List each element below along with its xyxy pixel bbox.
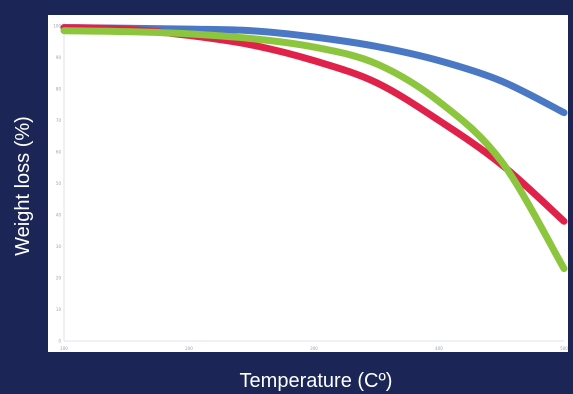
series-line-3 [60,27,568,273]
y-tick-label: 40 [56,213,62,218]
series-lines [60,24,568,273]
y-tick-label: 90 [56,55,62,60]
y-tick-label: 20 [56,276,62,281]
x-tick-label: 300 [310,346,318,351]
x-tick-label: 200 [185,346,193,351]
axes [63,22,564,342]
y-tick-label: 60 [56,150,62,155]
tick-labels: 0 10 20 30 40 50 60 70 80 90 100 100 200 300 400 500 [53,24,568,352]
y-tick-label: 100 [53,24,61,29]
y-tick-label: 30 [56,244,62,249]
x-tick-label: 500 [560,346,568,351]
x-tick-label: 100 [60,346,68,351]
y-tick-label: 70 [56,118,62,123]
y-tick-label: 50 [56,181,62,186]
x-tick-label: 400 [435,346,443,351]
y-tick-label: 0 [58,339,61,344]
y-axis-label: Weight loss (%) [12,116,34,256]
plot-area [48,15,568,352]
x-axis-label: Temperature (Cº) [240,370,393,392]
y-tick-label: 80 [56,87,62,92]
y-tick-label: 10 [56,307,62,312]
